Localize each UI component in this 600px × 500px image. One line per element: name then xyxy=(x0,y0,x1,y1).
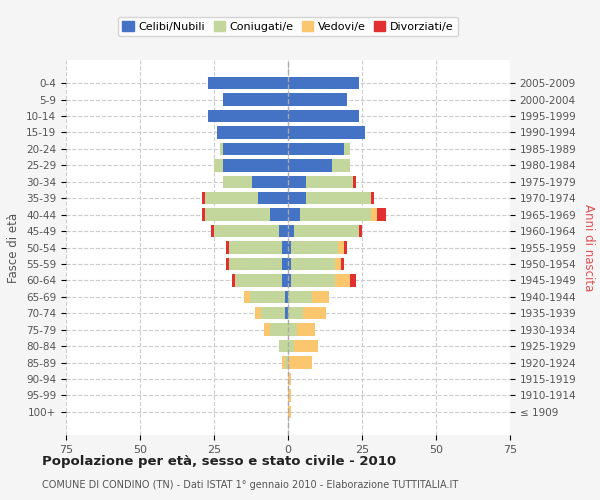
Bar xyxy=(288,258,291,270)
Bar xyxy=(223,159,288,172)
Text: Popolazione per età, sesso e stato civile - 2010: Popolazione per età, sesso e stato civil… xyxy=(42,455,396,468)
Bar xyxy=(288,242,291,254)
Bar xyxy=(288,373,291,385)
Bar xyxy=(262,307,285,320)
Bar xyxy=(205,208,270,221)
Bar xyxy=(335,258,341,270)
Bar xyxy=(303,307,326,320)
Bar xyxy=(259,192,288,204)
Bar xyxy=(288,225,294,237)
Bar xyxy=(288,143,344,155)
Bar xyxy=(205,192,259,204)
Bar xyxy=(226,242,229,254)
Bar xyxy=(288,290,311,303)
Bar xyxy=(250,290,285,303)
Bar xyxy=(291,242,338,254)
Bar xyxy=(338,242,344,254)
Bar xyxy=(335,274,350,286)
Bar xyxy=(279,225,288,237)
Bar xyxy=(226,258,229,270)
Bar xyxy=(265,324,270,336)
Bar xyxy=(288,77,359,90)
Bar xyxy=(359,225,362,237)
Bar xyxy=(208,110,288,122)
Bar xyxy=(202,192,205,204)
Bar xyxy=(288,340,294,352)
Bar xyxy=(300,208,371,221)
Bar xyxy=(288,176,306,188)
Bar xyxy=(282,242,288,254)
Bar xyxy=(288,192,306,204)
Bar xyxy=(291,258,335,270)
Bar xyxy=(306,192,371,204)
Bar xyxy=(332,159,350,172)
Bar xyxy=(223,94,288,106)
Text: COMUNE DI CONDINO (TN) - Dati ISTAT 1° gennaio 2010 - Elaborazione TUTTITALIA.IT: COMUNE DI CONDINO (TN) - Dati ISTAT 1° g… xyxy=(42,480,458,490)
Bar xyxy=(291,274,335,286)
Bar xyxy=(288,356,311,368)
Bar xyxy=(223,143,288,155)
Bar xyxy=(297,324,314,336)
Bar xyxy=(270,324,288,336)
Bar xyxy=(353,176,356,188)
Bar xyxy=(288,274,291,286)
Bar xyxy=(288,110,359,122)
Bar xyxy=(288,126,365,138)
Bar xyxy=(341,258,344,270)
Bar xyxy=(288,324,297,336)
Bar xyxy=(270,208,288,221)
Bar xyxy=(279,340,288,352)
Bar xyxy=(288,208,300,221)
Bar xyxy=(253,176,288,188)
Bar xyxy=(256,307,262,320)
Bar xyxy=(220,143,223,155)
Bar xyxy=(217,126,288,138)
Bar xyxy=(208,77,288,90)
Bar xyxy=(285,307,288,320)
Bar xyxy=(377,208,386,221)
Bar xyxy=(306,176,353,188)
Legend: Celibi/Nubili, Coniugati/e, Vedovi/e, Divorziati/e: Celibi/Nubili, Coniugati/e, Vedovi/e, Di… xyxy=(118,17,458,36)
Y-axis label: Anni di nascita: Anni di nascita xyxy=(582,204,595,291)
Bar xyxy=(229,242,282,254)
Bar xyxy=(288,389,291,402)
Y-axis label: Fasce di età: Fasce di età xyxy=(7,212,20,282)
Bar xyxy=(235,274,282,286)
Bar xyxy=(214,225,279,237)
Bar xyxy=(285,290,288,303)
Bar xyxy=(350,274,356,286)
Bar xyxy=(214,159,223,172)
Bar xyxy=(202,208,205,221)
Bar xyxy=(288,307,303,320)
Bar xyxy=(371,192,374,204)
Bar xyxy=(282,356,285,368)
Bar xyxy=(288,94,347,106)
Bar xyxy=(285,356,288,368)
Bar xyxy=(288,406,291,418)
Bar xyxy=(282,258,288,270)
Bar xyxy=(294,225,359,237)
Bar xyxy=(211,225,214,237)
Bar xyxy=(282,274,288,286)
Bar xyxy=(344,143,350,155)
Bar xyxy=(288,159,332,172)
Bar xyxy=(344,242,347,254)
Bar xyxy=(371,208,377,221)
Bar xyxy=(311,290,329,303)
Bar xyxy=(229,258,282,270)
Bar xyxy=(232,274,235,286)
Bar xyxy=(223,176,253,188)
Bar xyxy=(244,290,250,303)
Bar xyxy=(294,340,317,352)
